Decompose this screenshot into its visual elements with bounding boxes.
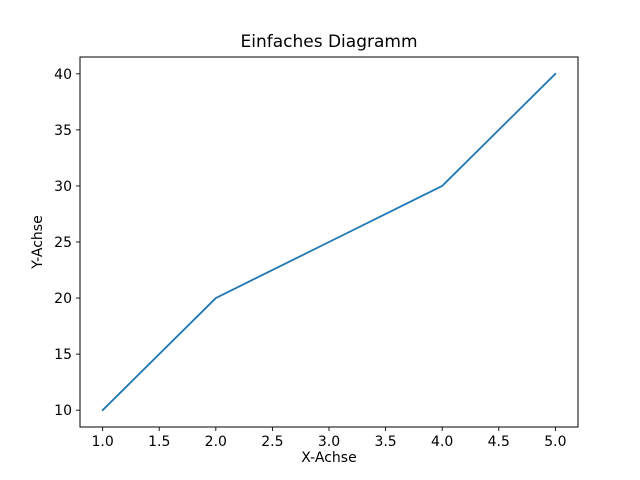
y-tick-label: 35 [54,123,72,139]
y-tick-label: 40 [54,67,72,83]
x-tick-label: 2.0 [205,434,227,450]
x-tick-label: 2.5 [261,434,283,450]
x-tick-label: 3.5 [374,434,396,450]
y-tick-label: 15 [54,347,72,363]
y-tick-label: 10 [54,403,72,419]
chart-title: Einfaches Diagramm [240,32,418,52]
x-tick-label: 4.0 [431,434,453,450]
data-line [101,72,557,412]
x-tick-label: 4.5 [488,434,510,450]
y-tick-label: 20 [54,291,72,307]
y-axis-label: Y-Achse [30,215,46,269]
x-tick-label: 1.0 [92,434,114,450]
x-axis-label: X-Achse [301,450,357,466]
x-tick-label: 5.0 [544,434,566,450]
y-tick-label: 30 [54,179,72,195]
x-tick-label: 1.5 [148,434,170,450]
x-tick-label: 3.0 [318,434,340,450]
y-tick-label: 25 [54,235,72,251]
